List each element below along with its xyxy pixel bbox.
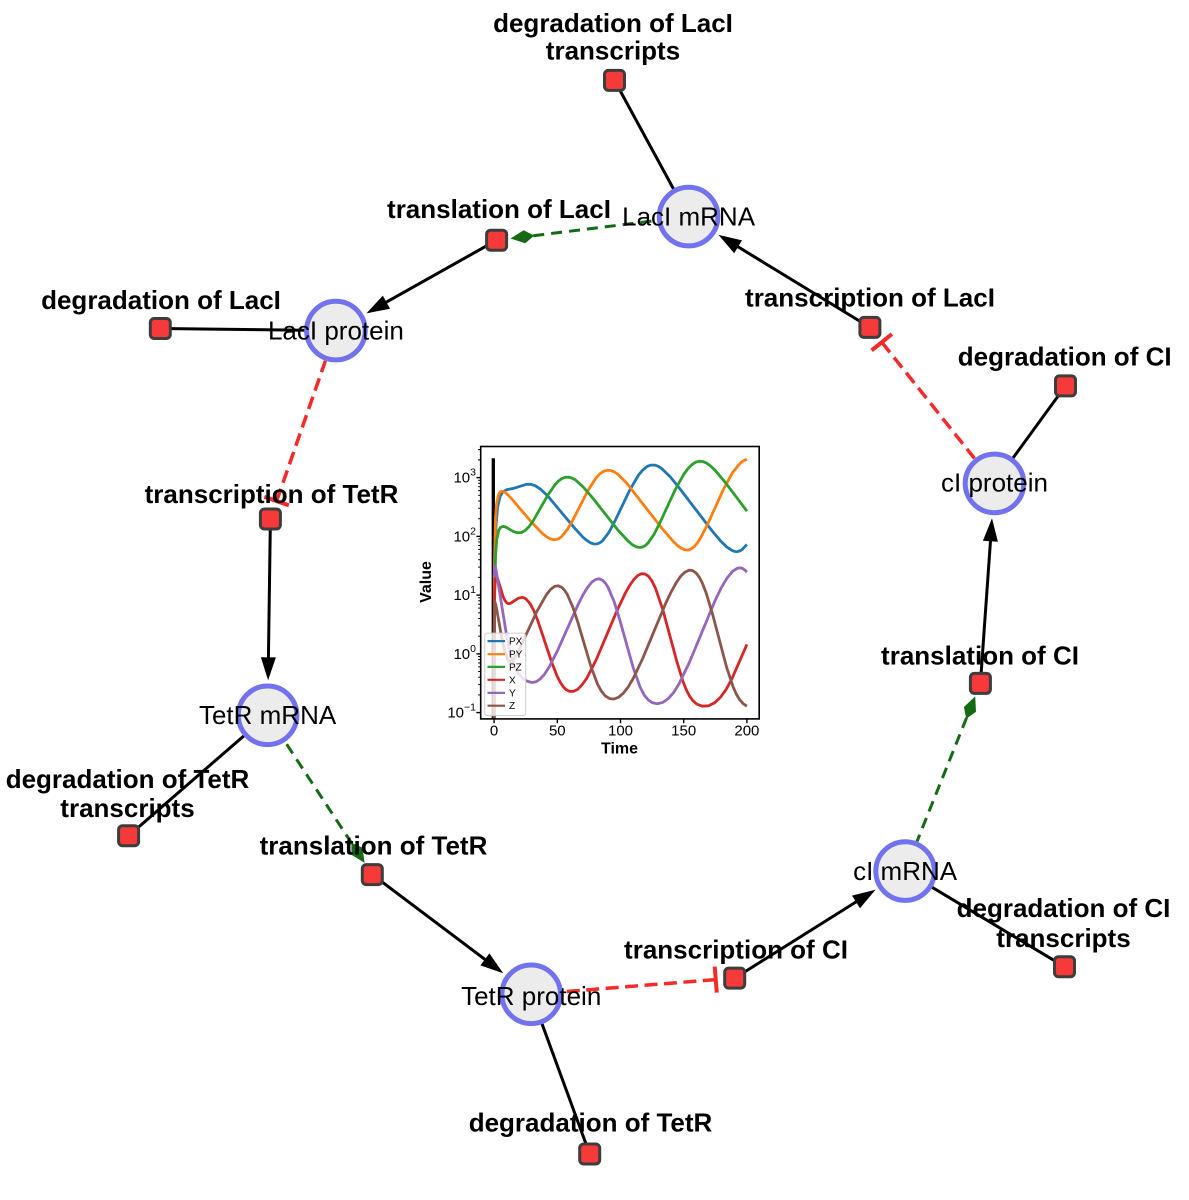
- svg-text:degradation of CI: degradation of CI: [957, 893, 1171, 923]
- svg-text:transcripts: transcripts: [546, 36, 680, 66]
- svg-text:cI protein: cI protein: [941, 468, 1048, 498]
- svg-text:LacI protein: LacI protein: [268, 316, 404, 346]
- svg-text:TetR protein: TetR protein: [461, 981, 601, 1011]
- svg-text:Time: Time: [601, 741, 638, 758]
- svg-text:150: 150: [671, 723, 696, 740]
- svg-text:50: 50: [549, 723, 566, 740]
- svg-text:100: 100: [608, 723, 633, 740]
- svg-text:degradation of LacI: degradation of LacI: [493, 8, 733, 38]
- svg-text:0: 0: [490, 723, 498, 740]
- svg-text:transcription of TetR: transcription of TetR: [145, 479, 399, 509]
- svg-text:translation of CI: translation of CI: [881, 641, 1079, 671]
- svg-text:degradation of CI: degradation of CI: [958, 342, 1172, 372]
- svg-text:Y: Y: [509, 688, 516, 699]
- svg-text:Value: Value: [418, 561, 435, 603]
- svg-text:TetR mRNA: TetR mRNA: [199, 700, 337, 730]
- svg-text:degradation of TetR: degradation of TetR: [6, 764, 250, 794]
- svg-text:transcription of CI: transcription of CI: [624, 935, 848, 965]
- svg-text:LacI mRNA: LacI mRNA: [622, 202, 756, 232]
- svg-text:translation of TetR: translation of TetR: [260, 831, 488, 861]
- svg-text:200: 200: [734, 723, 759, 740]
- svg-text:X: X: [509, 675, 516, 686]
- svg-text:transcription of LacI: transcription of LacI: [745, 283, 995, 313]
- svg-text:Z: Z: [509, 701, 515, 712]
- svg-text:translation of LacI: translation of LacI: [387, 194, 611, 224]
- svg-text:PY: PY: [509, 650, 523, 661]
- svg-text:transcripts: transcripts: [60, 793, 194, 823]
- svg-text:degradation of LacI: degradation of LacI: [41, 285, 281, 315]
- svg-text:transcripts: transcripts: [996, 923, 1130, 953]
- svg-text:PX: PX: [509, 637, 523, 648]
- svg-text:PZ: PZ: [509, 662, 522, 673]
- svg-text:degradation of TetR: degradation of TetR: [469, 1108, 713, 1138]
- svg-text:cI mRNA: cI mRNA: [853, 856, 958, 886]
